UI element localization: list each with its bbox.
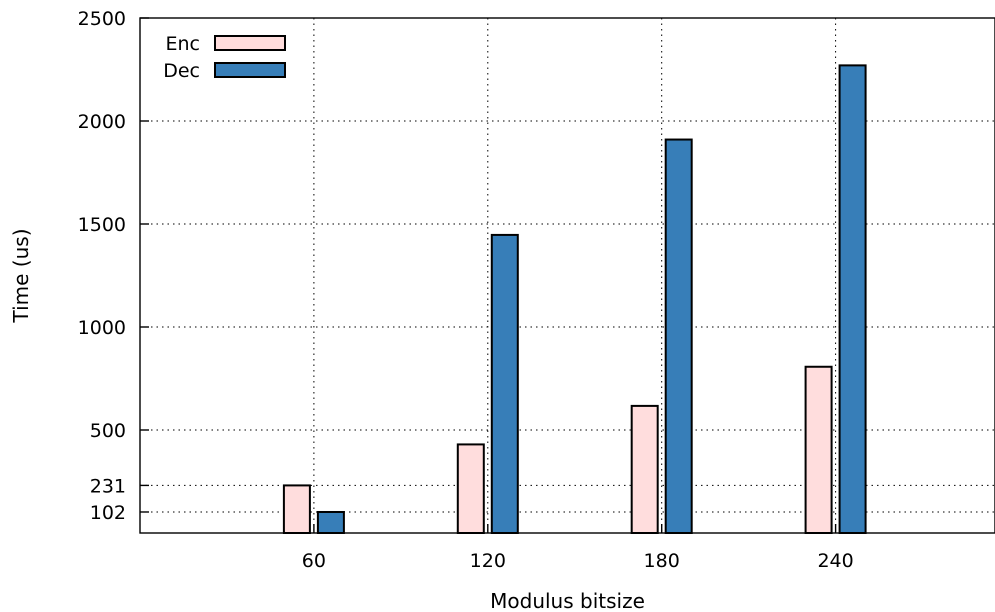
bar-enc-180 [630,404,659,535]
y-tick-label: 2500 [78,8,126,30]
plot-frame [139,17,995,534]
y-tick-label: 1000 [78,317,126,339]
y-tick-label: 102 [90,502,126,524]
x-tick-label: 120 [470,550,506,572]
x-tick-label: 60 [302,550,326,572]
legend-swatch-dec [214,62,286,78]
y-tick-label: 2000 [78,111,126,133]
bar-enc-60 [282,484,311,534]
bars [282,64,867,535]
x-axis-title: Modulus bitsize [490,589,645,612]
bar-dec-240 [838,64,867,534]
bar-dec-60 [316,510,345,535]
bar-enc-240 [804,365,833,534]
x-axis: 60 120 180 240 [302,524,854,572]
legend-swatch-enc [214,35,286,51]
y-tick-label: 1500 [78,214,126,236]
x-tick-label: 240 [817,550,853,572]
legend: Enc Dec [163,33,286,82]
grid-lines [140,18,995,533]
legend-label-enc: Enc [166,33,201,55]
legend-label-dec: Dec [163,60,200,82]
y-axis-title: Time (us) [9,228,33,323]
y-tick-label: 231 [90,475,126,497]
bar-enc-120 [456,443,485,535]
bar-dec-120 [490,233,519,534]
x-tick-label: 180 [644,550,680,572]
bar-dec-180 [664,138,693,534]
y-tick-label: 500 [90,420,126,442]
y-axis: 102 231 500 1000 1500 2000 2500 [78,8,149,524]
